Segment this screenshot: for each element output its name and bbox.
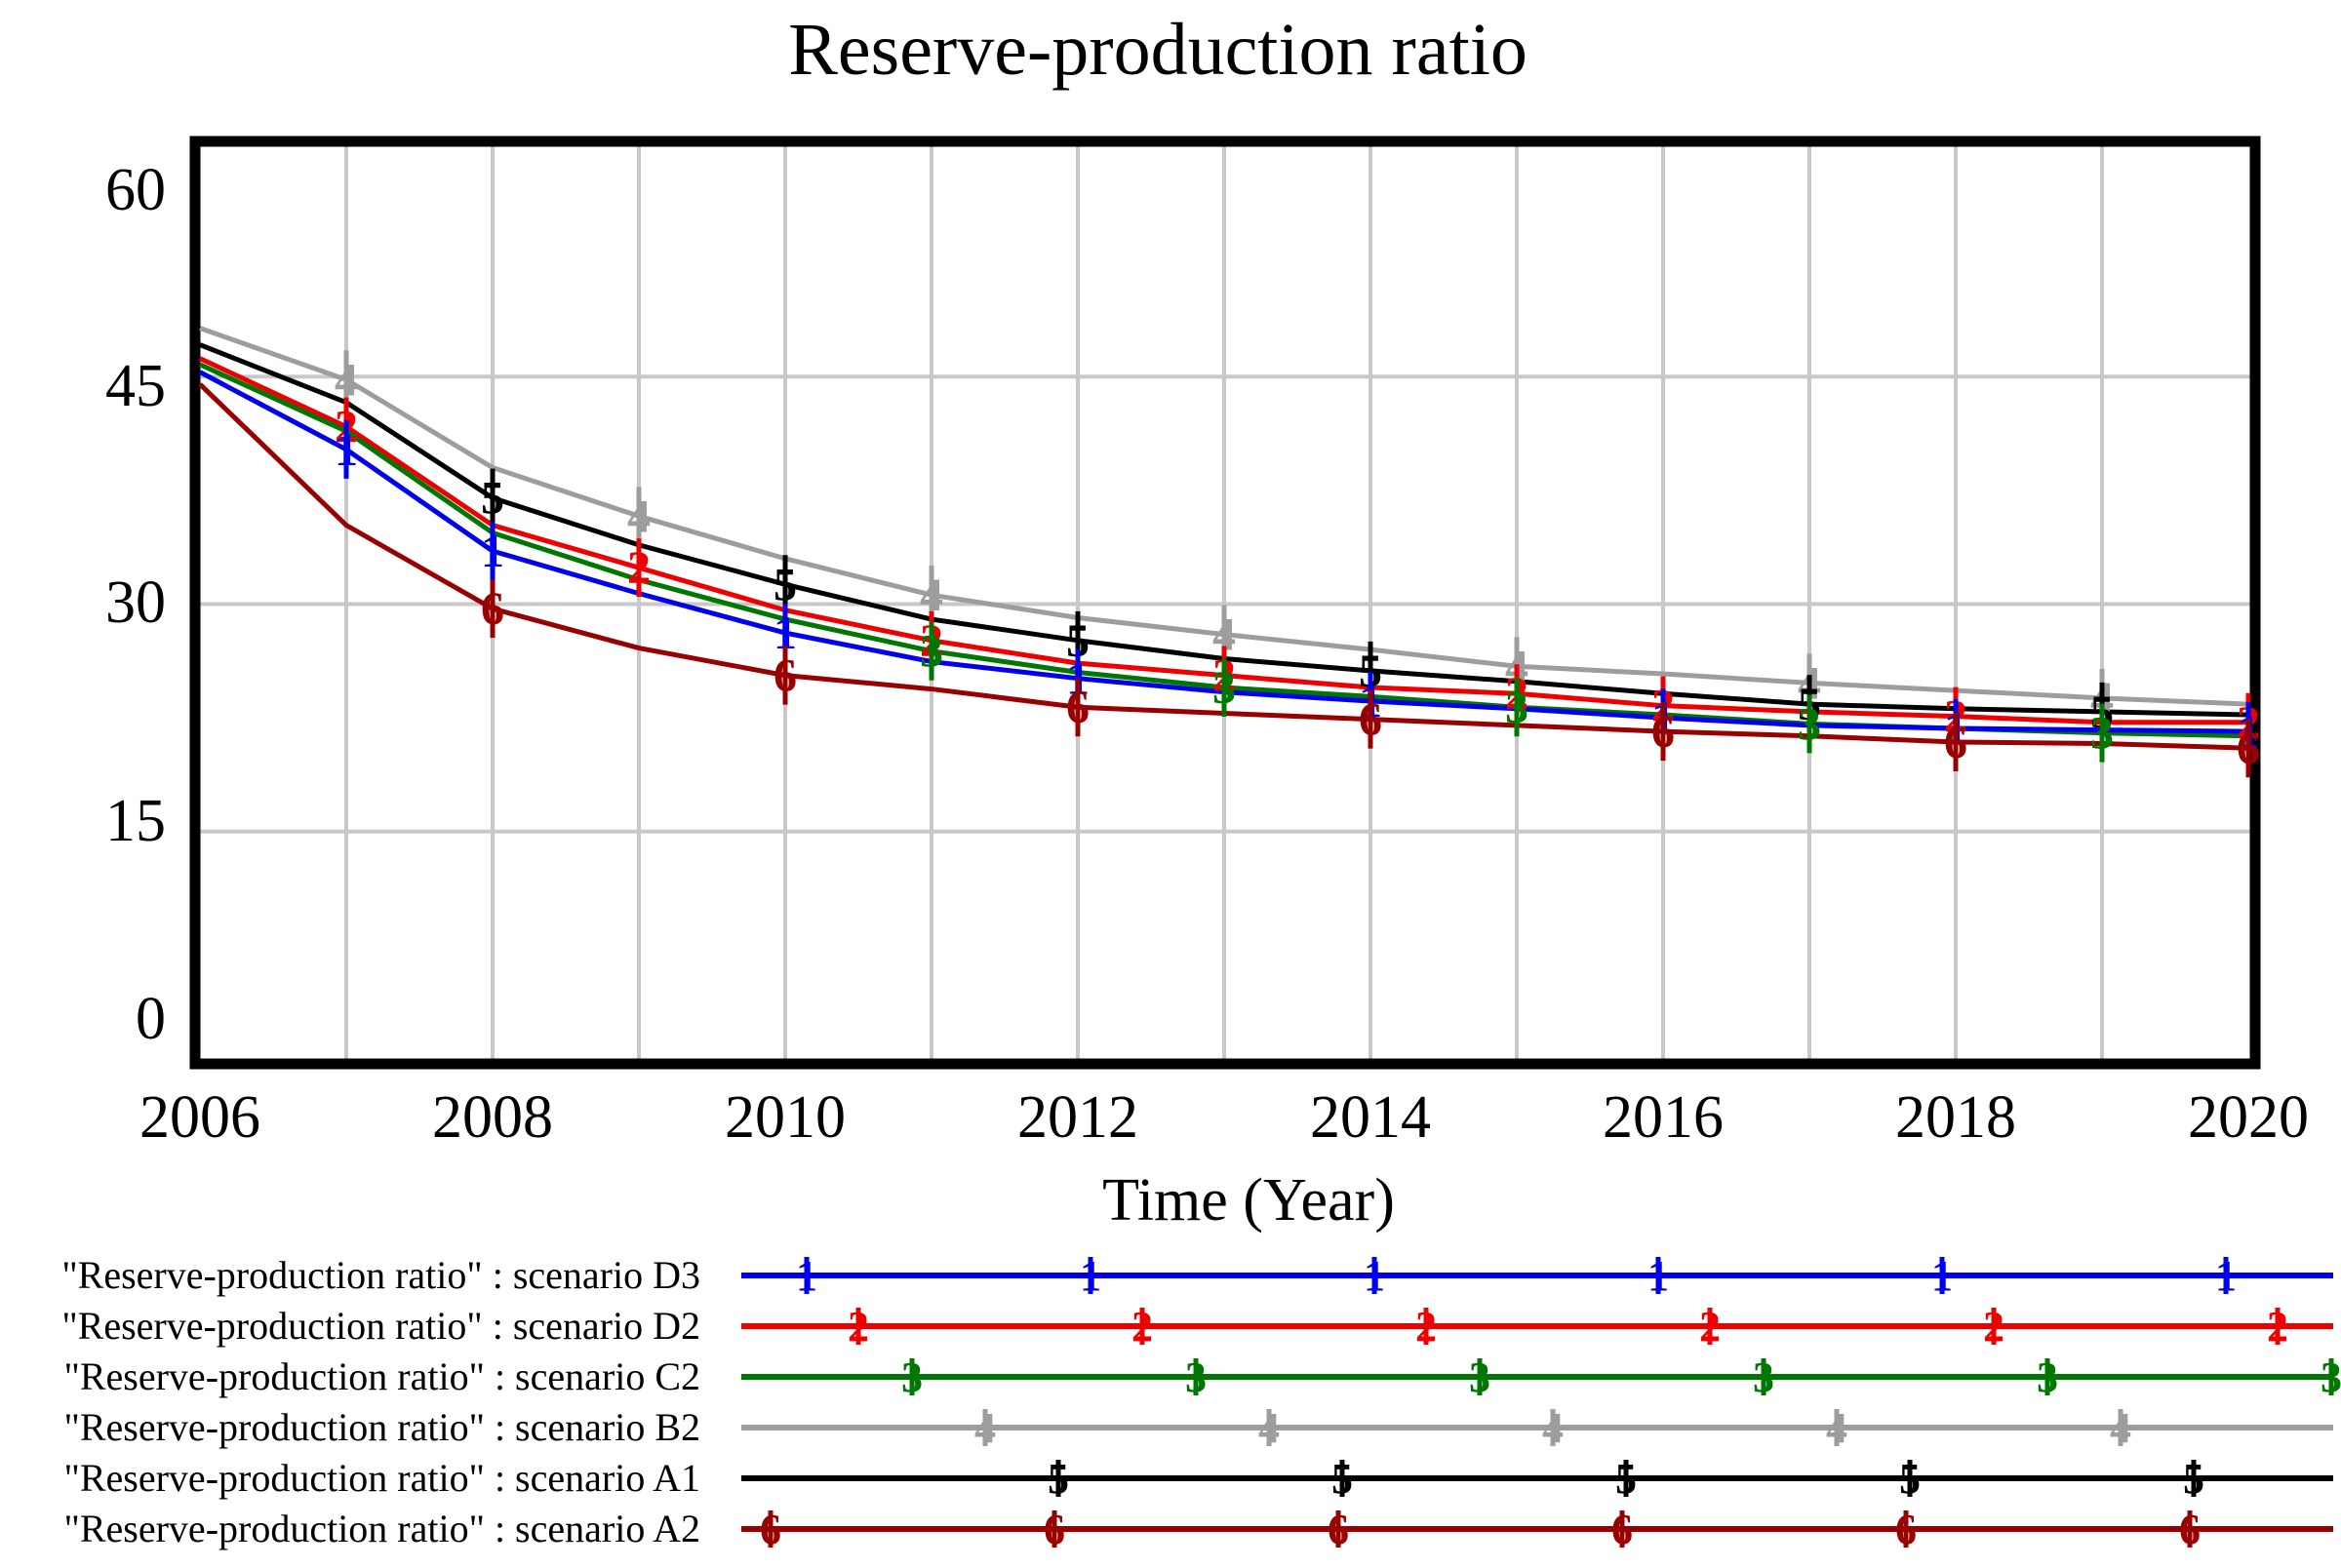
svg-text:3: 3 bbox=[1469, 1353, 1490, 1401]
svg-text:1: 1 bbox=[335, 424, 358, 476]
svg-text:6: 6 bbox=[1066, 682, 1090, 733]
legend-item-scenario-C2: "Reserve-production ratio" : scenario C2 bbox=[63, 1354, 700, 1398]
svg-text:6: 6 bbox=[1895, 1506, 1917, 1553]
svg-text:6: 6 bbox=[1944, 717, 1967, 768]
legend-line-scenario-D3: 1 1 1 1 1 1 bbox=[741, 1252, 2333, 1300]
svg-text:4: 4 bbox=[335, 354, 358, 406]
svg-text:3: 3 bbox=[1185, 1353, 1207, 1401]
x-tick-label-2010: 2010 bbox=[725, 1084, 846, 1151]
x-tick-label-2006: 2006 bbox=[139, 1084, 260, 1151]
svg-text:5: 5 bbox=[774, 559, 797, 610]
x-tick-label-2014: 2014 bbox=[1310, 1084, 1431, 1151]
svg-text:3: 3 bbox=[2037, 1353, 2058, 1401]
y-tick-label-45: 45 bbox=[105, 353, 166, 419]
svg-text:4: 4 bbox=[1826, 1404, 1847, 1452]
legend-item-scenario-D3: "Reserve-production ratio" : scenario D3 bbox=[61, 1253, 700, 1297]
svg-text:5: 5 bbox=[1331, 1455, 1353, 1503]
svg-text:6: 6 bbox=[481, 583, 504, 635]
svg-text:3: 3 bbox=[2090, 708, 2114, 760]
svg-text:6: 6 bbox=[1651, 706, 1675, 758]
legend-line-scenario-B2: 4 4 4 4 4 bbox=[741, 1404, 2333, 1452]
svg-text:3: 3 bbox=[901, 1353, 923, 1401]
svg-text:3: 3 bbox=[2321, 1353, 2341, 1401]
svg-text:1: 1 bbox=[481, 526, 504, 577]
svg-text:3: 3 bbox=[1212, 662, 1236, 714]
svg-text:2: 2 bbox=[1131, 1303, 1153, 1351]
svg-text:6: 6 bbox=[1611, 1506, 1633, 1553]
svg-text:4: 4 bbox=[627, 490, 651, 542]
svg-text:5: 5 bbox=[481, 473, 504, 525]
svg-text:6: 6 bbox=[1359, 694, 1382, 746]
y-tick-label-15: 15 bbox=[105, 788, 166, 854]
legend-line-scenario-A1: 5 5 5 5 5 bbox=[741, 1455, 2333, 1503]
svg-text:1: 1 bbox=[1647, 1252, 1669, 1300]
x-tick-label-2008: 2008 bbox=[432, 1084, 553, 1151]
x-tick-label-2012: 2012 bbox=[1017, 1084, 1138, 1151]
svg-text:5: 5 bbox=[1048, 1455, 1069, 1503]
svg-text:3: 3 bbox=[1753, 1353, 1774, 1401]
svg-text:6: 6 bbox=[1044, 1506, 1065, 1553]
svg-text:2: 2 bbox=[1983, 1303, 2004, 1351]
series-markers-scenario-C2: 3 3 3 3 3 bbox=[920, 621, 2114, 763]
y-tick-label-30: 30 bbox=[105, 569, 166, 636]
svg-text:4: 4 bbox=[1542, 1404, 1564, 1452]
legend-item-scenario-D2: "Reserve-production ratio" : scenario D2 bbox=[61, 1304, 700, 1348]
svg-text:5: 5 bbox=[1615, 1455, 1637, 1503]
svg-text:4: 4 bbox=[1258, 1404, 1280, 1452]
legend-item-scenario-A2: "Reserve-production ratio" : scenario A2 bbox=[63, 1507, 700, 1550]
svg-text:4: 4 bbox=[2110, 1404, 2131, 1452]
chart-title: Reserve-production ratio bbox=[788, 9, 1528, 91]
legend-line-scenario-C2: 3 3 3 3 3 3 bbox=[741, 1353, 2341, 1401]
legend-line-scenario-D2: 2 2 2 2 2 2 bbox=[741, 1303, 2333, 1351]
x-tick-label-2018: 2018 bbox=[1895, 1084, 2016, 1151]
svg-text:2: 2 bbox=[848, 1303, 869, 1351]
svg-text:2: 2 bbox=[1699, 1303, 1721, 1351]
svg-text:3: 3 bbox=[1505, 682, 1528, 733]
legend-item-scenario-B2: "Reserve-production ratio" : scenario B2 bbox=[63, 1405, 700, 1449]
x-axis-title: Time (Year) bbox=[1102, 1167, 1395, 1234]
svg-text:1: 1 bbox=[1931, 1252, 1953, 1300]
x-tick-label-2020: 2020 bbox=[2188, 1084, 2309, 1151]
svg-text:6: 6 bbox=[760, 1506, 781, 1553]
svg-text:3: 3 bbox=[920, 626, 943, 678]
plot-border bbox=[189, 136, 2261, 1070]
series-markers-scenario-A2: 6 6 6 6 6 6 6 bbox=[481, 579, 2260, 778]
y-tick-label-60: 60 bbox=[105, 157, 166, 223]
svg-text:1: 1 bbox=[2215, 1252, 2237, 1300]
svg-text:3: 3 bbox=[1798, 698, 1821, 750]
legend-item-scenario-A1: "Reserve-production ratio" : scenario A1 bbox=[63, 1456, 700, 1500]
svg-text:6: 6 bbox=[774, 650, 797, 702]
series-markers-scenario-B2: 4444444 bbox=[335, 350, 2114, 727]
x-tick-label-2016: 2016 bbox=[1603, 1084, 1724, 1151]
svg-text:6: 6 bbox=[2179, 1506, 2201, 1553]
svg-text:1: 1 bbox=[1364, 1252, 1385, 1300]
gridlines bbox=[200, 146, 2255, 1059]
y-tick-label-0: 0 bbox=[136, 986, 166, 1052]
svg-text:6: 6 bbox=[1328, 1506, 1349, 1553]
svg-text:5: 5 bbox=[2183, 1455, 2204, 1503]
svg-text:2: 2 bbox=[1415, 1303, 1437, 1351]
svg-text:1: 1 bbox=[796, 1252, 817, 1300]
legend-line-scenario-A2: 6 6 6 6 6 6 bbox=[741, 1506, 2333, 1553]
svg-text:2: 2 bbox=[2267, 1303, 2288, 1351]
svg-text:2: 2 bbox=[627, 542, 651, 594]
svg-text:1: 1 bbox=[1080, 1252, 1101, 1300]
svg-text:4: 4 bbox=[974, 1404, 996, 1452]
svg-text:5: 5 bbox=[1899, 1455, 1921, 1503]
svg-text:6: 6 bbox=[2237, 723, 2260, 774]
